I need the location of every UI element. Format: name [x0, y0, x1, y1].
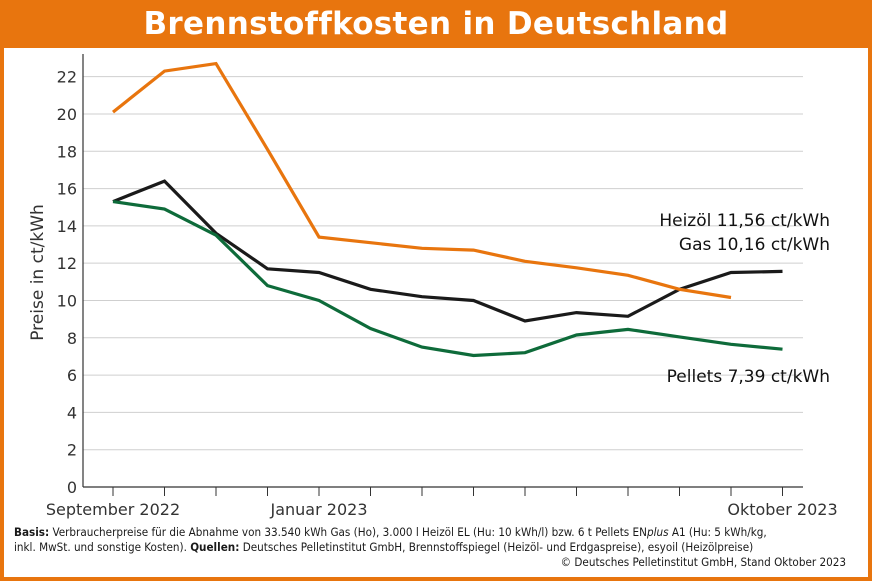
chart-title: Brennstoffkosten in Deutschland	[143, 6, 729, 42]
basis-label: Basis:	[14, 525, 50, 539]
y-tick-label: 22	[57, 68, 77, 87]
y-tick-label: 12	[57, 254, 77, 273]
y-tick-label: 16	[57, 180, 77, 199]
y-tick-label: 6	[67, 366, 77, 385]
x-ticks: September 2022 Januar 2023 Oktober 2023	[46, 487, 838, 519]
series-labels: Heizöl 11,56 ct/kWh Gas 10,16 ct/kWh Pelle…	[659, 211, 830, 387]
line2-text: inkl. MwSt. und sonstige Kosten).	[14, 540, 191, 554]
grid-lines	[83, 76, 803, 451]
y-tick-label: 0	[67, 478, 77, 497]
copyright: © Deutsches Pelletinstitut GmbH, Stand O…	[560, 555, 846, 569]
sources-label: Quellen:	[190, 540, 240, 554]
basis-text-2: A1 (Hu: 5 kWh/kg,	[668, 525, 767, 539]
enplus-italic: plus	[646, 525, 669, 539]
sources-text: Deutsches Pelletinstitut GmbH, Brennstof…	[239, 540, 754, 554]
y-tick-label: 4	[67, 403, 77, 422]
series-label-pellets: Pellets 7,39 ct/kWh	[667, 367, 830, 387]
y-tick-label: 14	[57, 217, 77, 236]
y-tick-labels: 0 2 4 6 8 10 12 14 16 18 20 22	[57, 68, 77, 497]
footer-line-2: inkl. MwSt. und sonstige Kosten). Quelle…	[14, 540, 846, 555]
series-label-gas: Gas 10,16 ct/kWh	[679, 235, 830, 255]
x-tick-label: Januar 2023	[270, 500, 368, 519]
series-line-gas	[112, 61, 732, 300]
series-lines	[112, 61, 783, 358]
y-tick-label: 20	[57, 105, 77, 124]
x-tick-label: September 2022	[46, 500, 180, 519]
y-tick-label: 2	[67, 441, 77, 460]
title-bar: Brennstoffkosten in Deutschland	[0, 0, 872, 48]
y-tick-label: 10	[57, 291, 77, 310]
line-chart: 0 2 4 6 8 10 12 14 16 18 20 22 September 2022 Januar…	[28, 54, 838, 519]
y-tick-label: 8	[67, 329, 77, 348]
basis-text: Verbraucherpreise für die Abnahme von 33…	[49, 525, 647, 539]
axes	[82, 54, 803, 488]
footer-line-1: Basis: Verbraucherpreise für die Abnahme…	[14, 525, 846, 540]
footer-notes: Basis: Verbraucherpreise für die Abnahme…	[14, 525, 846, 570]
y-axis-label: Preise in ct/kWh	[28, 204, 48, 341]
series-line-pellets	[112, 200, 783, 358]
series-line-heizl	[112, 179, 783, 323]
series-label-heizl: Heizöl 11,56 ct/kWh	[659, 211, 830, 231]
y-tick-label: 18	[57, 142, 77, 161]
x-tick-label: Oktober 2023	[727, 500, 837, 519]
